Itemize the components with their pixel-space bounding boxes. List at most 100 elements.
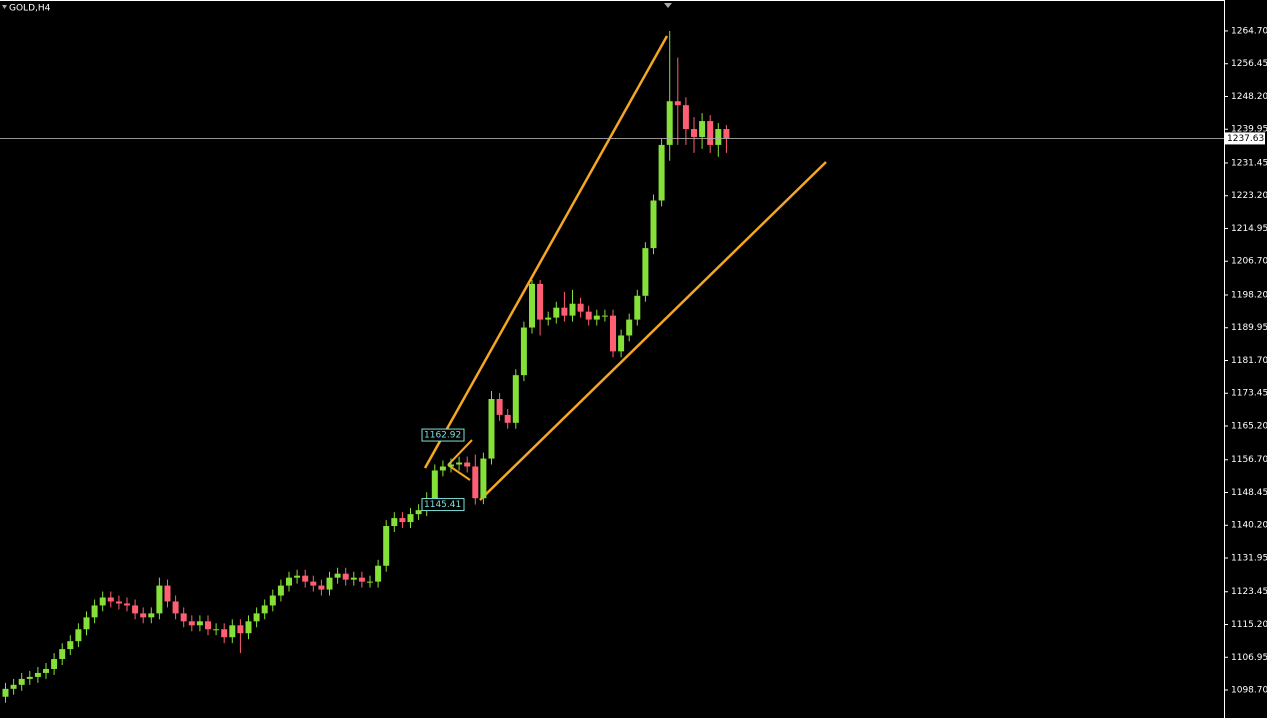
candle-body — [18, 678, 25, 685]
y-tick-label: 1106.95 — [1231, 653, 1267, 663]
candle-body — [75, 629, 82, 642]
candle-body — [367, 581, 373, 583]
trend-line — [447, 439, 473, 466]
candle-body — [691, 129, 697, 137]
current-price-box — [1225, 132, 1265, 145]
candle-body — [237, 625, 244, 634]
candle-body — [472, 466, 479, 499]
candle-body — [115, 601, 122, 604]
candle-body — [593, 315, 600, 320]
candle-body — [342, 573, 349, 580]
candle-body — [553, 307, 560, 318]
candle-body — [91, 605, 98, 618]
candle-body — [99, 597, 106, 606]
candle-body — [391, 518, 398, 527]
candle-body — [59, 649, 66, 660]
y-tick-label: 1256.45 — [1231, 59, 1267, 69]
y-tick-label: 1198.20 — [1231, 290, 1267, 300]
candle-body — [334, 573, 341, 578]
candle-body — [140, 613, 147, 618]
y-tick-label: 1223.20 — [1231, 191, 1267, 201]
candle-body — [253, 613, 260, 622]
candle-body — [51, 659, 58, 669]
candle-body — [164, 585, 171, 602]
candle-body — [512, 375, 519, 423]
candle-body — [375, 565, 382, 582]
y-tick-label: 1131.95 — [1231, 554, 1267, 564]
y-tick-label: 1248.20 — [1231, 92, 1267, 102]
candle-body — [537, 283, 544, 320]
candle-body — [83, 617, 90, 630]
candle-body — [124, 603, 130, 606]
candle-body — [504, 414, 511, 423]
candle-body — [618, 335, 625, 352]
candle-body — [213, 629, 220, 631]
candle-body — [10, 684, 17, 689]
y-tick-label: 1140.20 — [1231, 521, 1267, 531]
candle-body — [496, 398, 503, 415]
candle-body — [156, 585, 163, 614]
trend-line — [423, 35, 669, 469]
candle-body — [601, 315, 608, 317]
candle-body — [674, 101, 681, 106]
candle-body — [277, 585, 284, 596]
y-tick-label: 1148.45 — [1231, 488, 1267, 498]
y-tick-label: 1214.95 — [1231, 224, 1267, 234]
price-label-box — [421, 498, 465, 512]
candle-body — [715, 129, 722, 145]
candle-body — [350, 577, 357, 580]
candle-body — [318, 585, 325, 590]
candle-body — [415, 510, 422, 515]
candle-body — [529, 283, 535, 328]
y-tick-label: 1156.70 — [1231, 455, 1267, 465]
current-price-label: 1237.63 — [1227, 134, 1264, 144]
candle-body — [294, 575, 301, 578]
y-tick-label: 1123.45 — [1231, 587, 1267, 597]
price-label-box — [421, 428, 465, 442]
y-tick-label: 1115.20 — [1231, 620, 1267, 630]
candle-body — [67, 641, 74, 650]
candle-body — [196, 621, 203, 626]
menu-arrow — [2, 5, 7, 9]
candle-body — [723, 129, 730, 139]
y-tick-label: 1189.95 — [1231, 323, 1267, 333]
candle-body — [448, 464, 454, 467]
candle-body — [261, 605, 268, 614]
y-tick-label: 1264.70 — [1231, 26, 1267, 36]
y-tick-label: 1206.70 — [1231, 257, 1267, 267]
candle-body — [577, 303, 584, 312]
candle-body — [326, 577, 333, 590]
candle-body — [707, 121, 714, 145]
shift-marker — [664, 3, 672, 8]
y-tick-label: 1239.95 — [1231, 125, 1267, 135]
candle-body — [43, 668, 49, 673]
candle-body — [286, 577, 292, 586]
candle-body — [407, 514, 414, 523]
candle-body — [650, 200, 657, 249]
candle-body — [34, 672, 41, 677]
candle-body — [642, 248, 649, 296]
y-tick-label: 1098.70 — [1231, 686, 1267, 696]
candle-body — [107, 597, 114, 602]
chart-title: GOLD,H4 — [9, 4, 51, 14]
trend-line — [479, 161, 827, 501]
candle-body — [610, 315, 616, 352]
price-label: 1162.92 — [424, 431, 461, 441]
y-tick-label: 1181.70 — [1231, 356, 1267, 366]
candle-body — [545, 317, 552, 320]
candle-body — [626, 319, 633, 336]
price-label: 1145.41 — [424, 500, 461, 510]
candle-body — [383, 526, 390, 566]
candle-body — [302, 575, 309, 582]
candle-body — [658, 144, 665, 201]
candle-body — [132, 605, 139, 614]
candle-body — [172, 601, 179, 614]
candle-body — [585, 311, 592, 320]
candle-body — [480, 458, 487, 499]
candle-body — [699, 121, 706, 137]
candle-body — [148, 613, 155, 618]
candle-body — [666, 101, 673, 145]
